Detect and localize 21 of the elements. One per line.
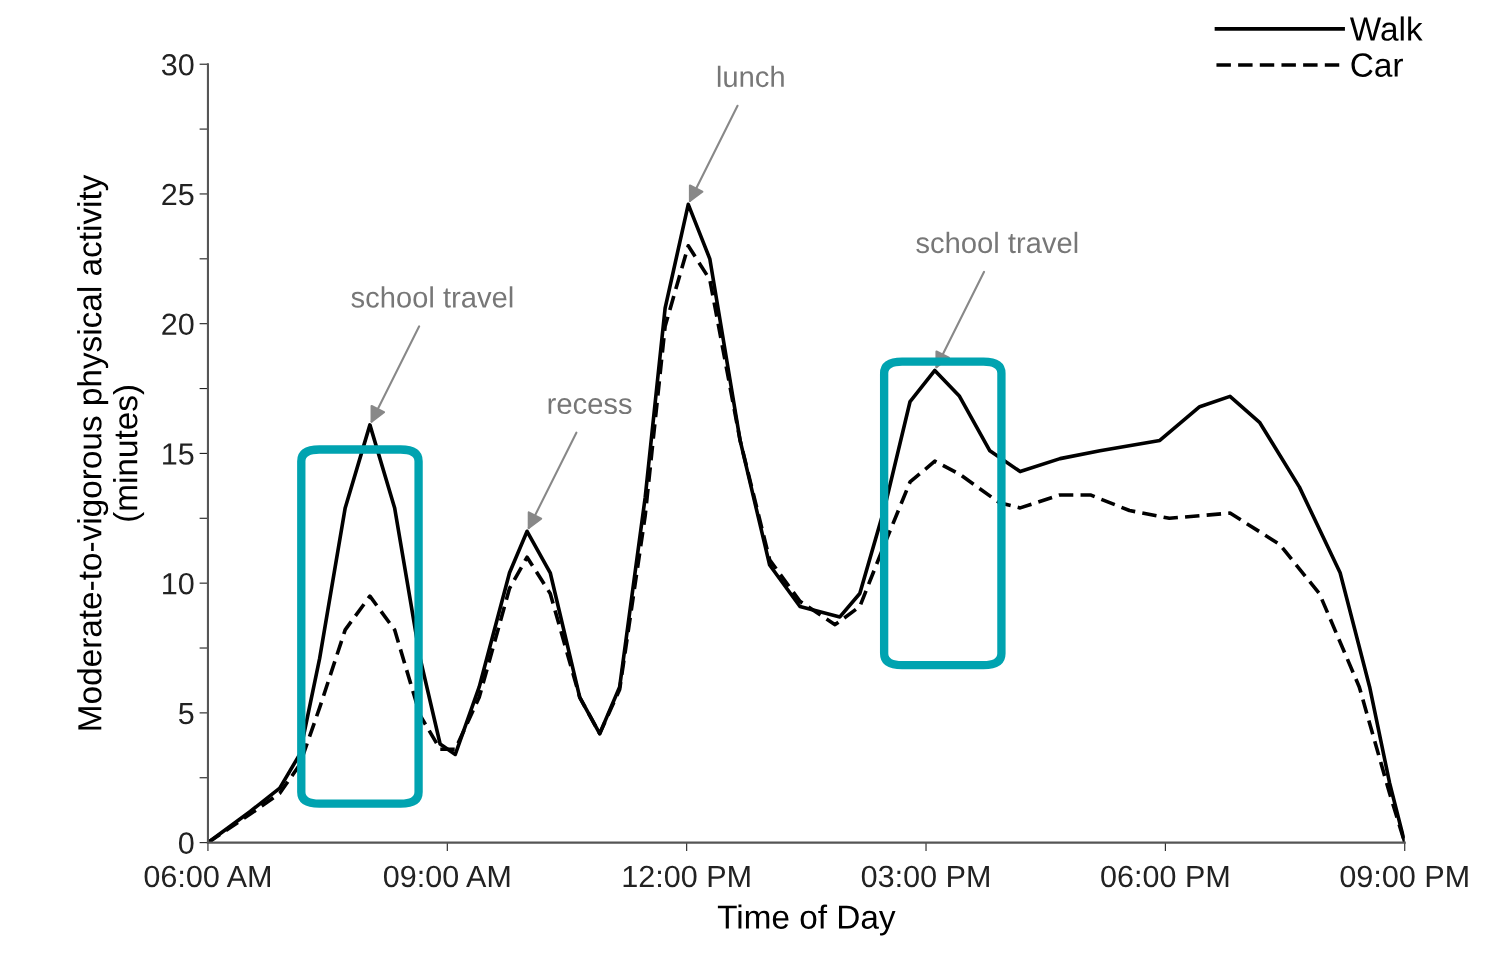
x-tick-label: 03:00 PM [861,865,989,888]
legend-label: Car [1351,53,1403,77]
y-tick-label: 20 [162,313,194,336]
y-tick-label: 5 [178,702,194,725]
annotation: lunch [717,65,784,88]
annotation: school travel [916,231,1078,254]
y-tick-label: 10 [163,572,194,595]
y-tick-label: 0 [178,832,194,854]
y-axis-title: Moderate-to-vigorous physical activity (minutes) [77,174,145,730]
y-tick-label: 15 [163,443,194,465]
x-tick-label: 06:00 AM [144,865,270,888]
annotation: recess [548,398,632,415]
x-axis-title: Time of Day [717,904,896,936]
legend-label: Walk [1349,16,1423,41]
x-tick-label: 09:00 PM [1340,865,1468,888]
annotation: school travel [351,286,513,308]
x-tick-label: 12:00 PM [623,865,750,888]
x-tick-label: 09:00 AM [383,865,510,888]
x-tick-label: 06:00 PM [1101,865,1229,888]
y-tick-label: 30 [161,53,194,76]
y-tick-label: 25 [162,183,194,206]
